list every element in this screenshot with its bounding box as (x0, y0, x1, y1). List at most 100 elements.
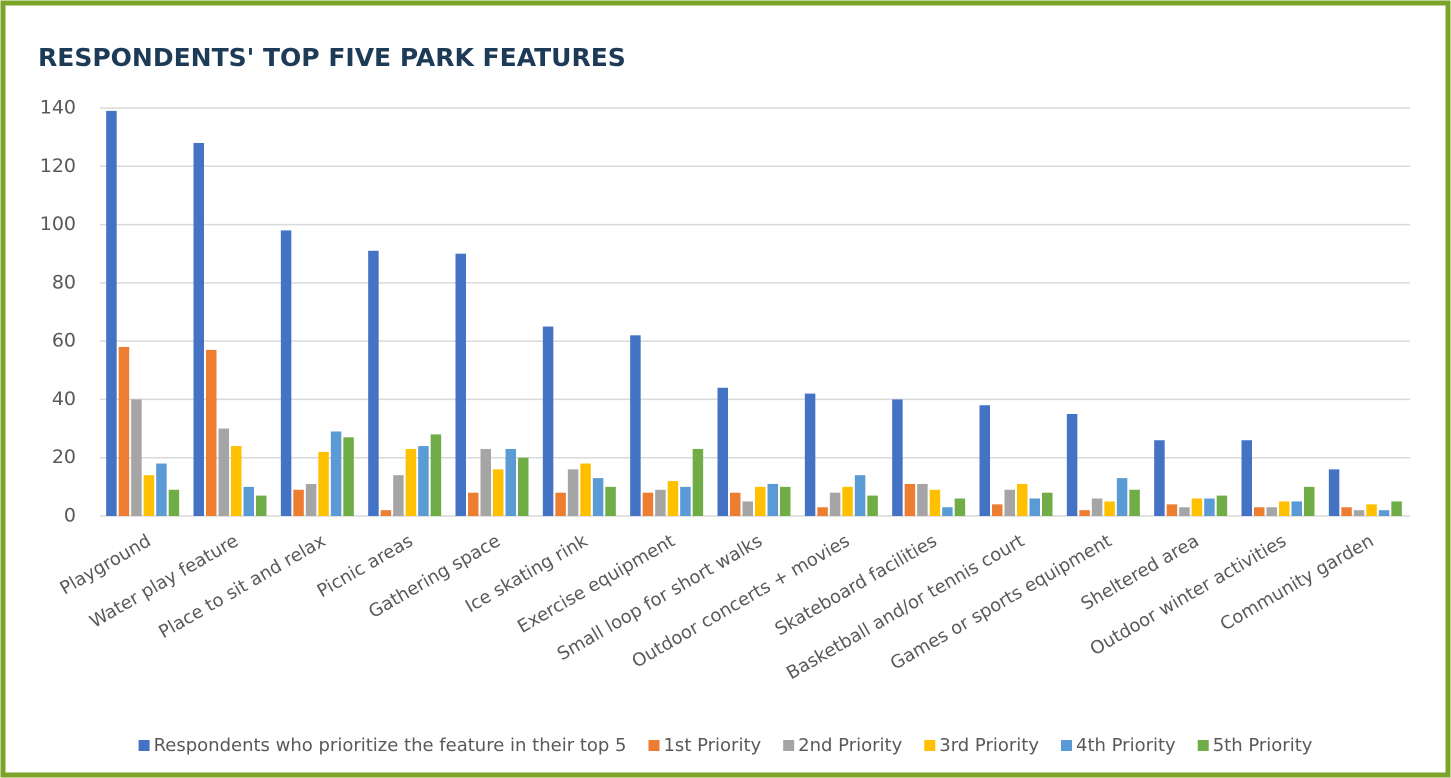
bar (480, 448, 491, 516)
bar (854, 475, 866, 516)
y-tick-label: 20 (52, 446, 76, 468)
bar (1204, 498, 1215, 516)
bar (1279, 501, 1290, 516)
bar (580, 463, 591, 516)
bar (667, 481, 679, 516)
bar (1091, 498, 1103, 516)
bar (904, 483, 916, 516)
bar (368, 250, 379, 517)
bar (555, 492, 566, 516)
bar (979, 405, 990, 516)
bar (817, 507, 828, 516)
bar (642, 492, 654, 516)
y-tick-label: 60 (52, 330, 76, 352)
bar (605, 486, 616, 516)
bar (680, 486, 691, 516)
bar (692, 448, 704, 516)
bar (1304, 486, 1315, 516)
bar (1079, 510, 1090, 516)
legend-swatch (783, 740, 795, 751)
legend-swatch (924, 740, 936, 751)
y-tick-label: 0 (64, 505, 76, 527)
bar (418, 446, 429, 516)
bar (567, 469, 579, 516)
legend-swatch (1061, 740, 1073, 751)
bar (493, 469, 504, 516)
bar (206, 349, 217, 516)
bar (742, 501, 753, 516)
bar (305, 483, 317, 516)
bar (1341, 507, 1352, 516)
bar (293, 489, 304, 516)
bar (917, 483, 928, 516)
bar (804, 393, 816, 516)
bar (1254, 507, 1265, 516)
chart-title: RESPONDENTS' TOP FIVE PARK FEATURES (38, 43, 626, 72)
legend-label: 3rd Priority (939, 735, 1039, 756)
bar (542, 326, 554, 516)
bar (405, 448, 417, 516)
bar (106, 110, 117, 517)
bar (380, 510, 392, 516)
bar (1291, 501, 1302, 516)
bar (1179, 507, 1190, 516)
bar (929, 489, 941, 516)
bar (280, 230, 292, 516)
bar (1216, 495, 1228, 516)
bar (1391, 501, 1402, 516)
bar (1129, 489, 1140, 516)
legend-label: 4th Priority (1076, 735, 1176, 756)
bar (1042, 492, 1053, 516)
bar (1366, 504, 1377, 516)
bar (468, 492, 479, 516)
bar (630, 335, 641, 516)
bar (1266, 507, 1277, 516)
y-tick-label: 40 (52, 388, 76, 410)
x-tick-label: Community garden (1217, 530, 1378, 635)
bar (518, 457, 529, 516)
bar (231, 446, 242, 516)
bar (755, 486, 766, 516)
bar (143, 475, 155, 516)
bar (430, 434, 442, 516)
bar (393, 475, 404, 516)
bar (1378, 510, 1390, 516)
bar (1066, 414, 1078, 516)
bar (717, 387, 728, 516)
bar (867, 495, 878, 516)
bar (505, 448, 516, 516)
y-tick-label: 80 (52, 271, 76, 293)
bar (193, 142, 204, 516)
bar (1116, 478, 1128, 516)
bar (1004, 489, 1015, 516)
legend-label: 5th Priority (1213, 735, 1313, 756)
bar (992, 504, 1003, 516)
bar (218, 428, 229, 516)
bar (767, 483, 778, 516)
legend-swatch (138, 740, 150, 751)
bar (343, 437, 354, 516)
y-tick-label: 120 (40, 155, 76, 177)
legend-label: 1st Priority (663, 735, 761, 756)
bar (318, 451, 329, 516)
bar (1029, 498, 1040, 516)
bar (730, 492, 741, 516)
bar (942, 507, 953, 516)
bar (1154, 440, 1165, 516)
bar (455, 253, 466, 516)
bar (842, 486, 853, 516)
bar (1017, 483, 1028, 516)
bar (131, 399, 142, 516)
bar (1241, 440, 1252, 516)
bar (892, 399, 903, 516)
legend-swatch (648, 740, 660, 751)
y-tick-label: 100 (40, 213, 76, 235)
bar (156, 463, 167, 516)
bar (168, 489, 180, 516)
x-tick-label: Water play feature (86, 530, 242, 632)
legend-label: Respondents who prioritize the feature i… (154, 735, 627, 756)
bar (780, 486, 791, 516)
x-tick-label: Place to sit and relax (155, 530, 329, 643)
